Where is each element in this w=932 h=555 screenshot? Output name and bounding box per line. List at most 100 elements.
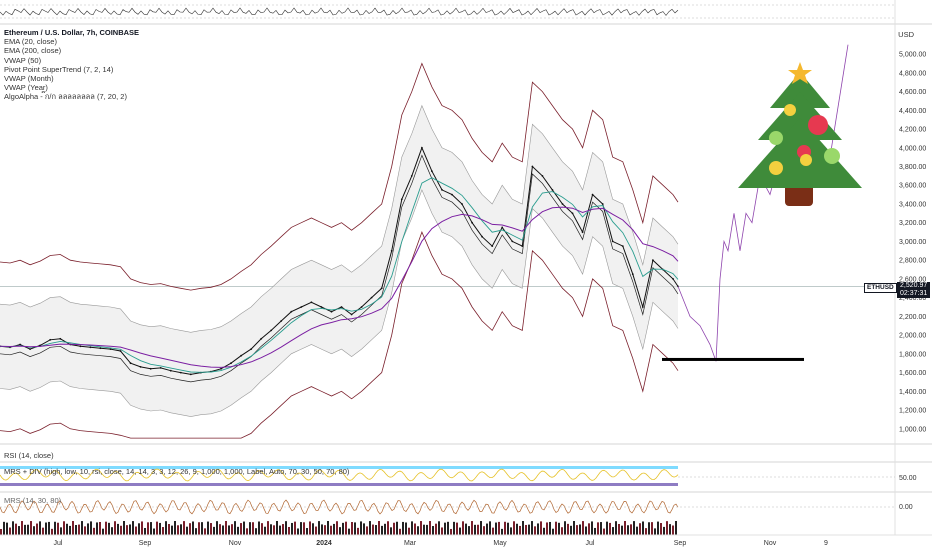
ornament [784,104,796,116]
volume-bar [363,523,365,535]
volume-bar [6,522,8,535]
price-point [611,240,614,243]
volume-bar [48,521,50,535]
price-point [511,240,514,243]
symbol-title: Ethereum / U.S. Dollar, 7h, COINBASE [4,28,140,37]
volume-bar [270,524,272,535]
volume-bar [27,524,29,535]
rsi-pane-label[interactable]: RSI (14, close) [4,451,54,460]
volume-bar [546,522,548,535]
volume-bar [141,521,143,535]
legend-vwap50[interactable]: VWAP (50) [4,55,42,65]
volume-bar [348,528,350,535]
price-point [390,249,393,252]
volume-bar [669,524,671,535]
vwap-lower-inner [0,189,679,417]
volume-bar [309,521,311,535]
rsi-band-top [0,466,678,469]
volume-bar [21,521,23,535]
y-tick-label: 1,600.00 [899,370,926,377]
volume-bar [369,521,371,535]
vwap-mid [0,154,679,383]
volume-bar [120,525,122,535]
volume-bar [525,524,527,535]
volume-bar [444,522,446,535]
currency-label: USD [898,30,914,39]
volume-bar [459,527,461,535]
volume-bar [426,524,428,535]
price-point [159,367,162,369]
volume-bar [633,521,635,535]
volume-bar [306,528,308,535]
volume-bar [405,522,407,535]
volume-bar [132,521,134,535]
legend-algoalpha[interactable]: AlgoAlpha - ๊ก/ก ลลลลลลลล (7, 20, 2) [4,92,127,102]
ticker-tag: ETHUSD [864,283,897,293]
volume-bar [261,523,263,535]
x-tick-label: Sep [139,540,152,547]
volume-bar [417,526,419,535]
volume-bar [9,527,11,535]
volume-bar [15,523,17,535]
y-tick-label: 4,200.00 [899,127,926,134]
legend-vwap-year[interactable]: VWAP (Year) [4,83,48,93]
christmas-tree-icon [738,62,862,206]
volume-bar [663,526,665,535]
price-point [471,221,473,224]
volume-bar [150,522,152,535]
tree-top [770,72,830,108]
y-tick-label: 1,800.00 [899,351,926,358]
volume-bar [81,521,83,535]
volume-bar [555,521,557,535]
volume-bar [408,527,410,535]
legend-supertrend[interactable]: Pivot Point SuperTrend (7, 2, 14) [4,64,114,74]
volume-bar [510,527,512,535]
volume-bar [201,522,203,535]
price-point [451,193,453,196]
ornament [769,131,783,145]
support-line [662,357,804,361]
volume-bar [492,527,494,535]
y-tick-label: 2,400.00 [899,295,926,302]
volume-bar [462,521,464,535]
mrs-pane-label[interactable]: MRS (14, 30, 80) [4,496,62,505]
volume-bar [216,521,218,535]
y-tick-label: 1,200.00 [899,408,926,415]
legend-ema20[interactable]: EMA (20, close) [4,37,57,47]
volume-bar [450,528,452,535]
volume-bar [117,523,119,535]
volume-bar [471,521,473,535]
legend-ema200[interactable]: EMA (200, close) [4,46,62,56]
y-tick-label: 2,600.00 [899,276,926,283]
volume-bar [531,521,533,535]
volume-bar [381,525,383,535]
volume-bar [519,525,521,535]
volume-bar [366,526,368,535]
volume-bar [549,521,551,535]
mrs-div-pane-label[interactable]: MRS + DIV (high, low, 10, rsi, close, 14… [4,467,350,476]
price-point [29,348,31,350]
price-point [481,235,483,238]
volume-bar [69,525,71,535]
price-point [169,369,172,372]
volume-bar [480,521,482,535]
volume-bar [564,521,566,535]
price-point [571,212,574,215]
price-point [330,310,333,313]
price-point [360,306,363,308]
y-tick-label: 2,800.00 [899,258,926,265]
volume-bar [318,521,320,535]
price-point [109,348,112,350]
y-tick-label: 50.00 [899,475,917,482]
legend-vwap-month[interactable]: VWAP (Month) [4,74,54,84]
volume-bar [570,525,572,535]
volume-bar [39,521,41,535]
volume-bar [303,522,305,535]
tree-trunk [785,184,813,206]
ornament [769,161,783,175]
x-tick-label: Nov [764,540,777,547]
volume-bar [423,524,425,535]
